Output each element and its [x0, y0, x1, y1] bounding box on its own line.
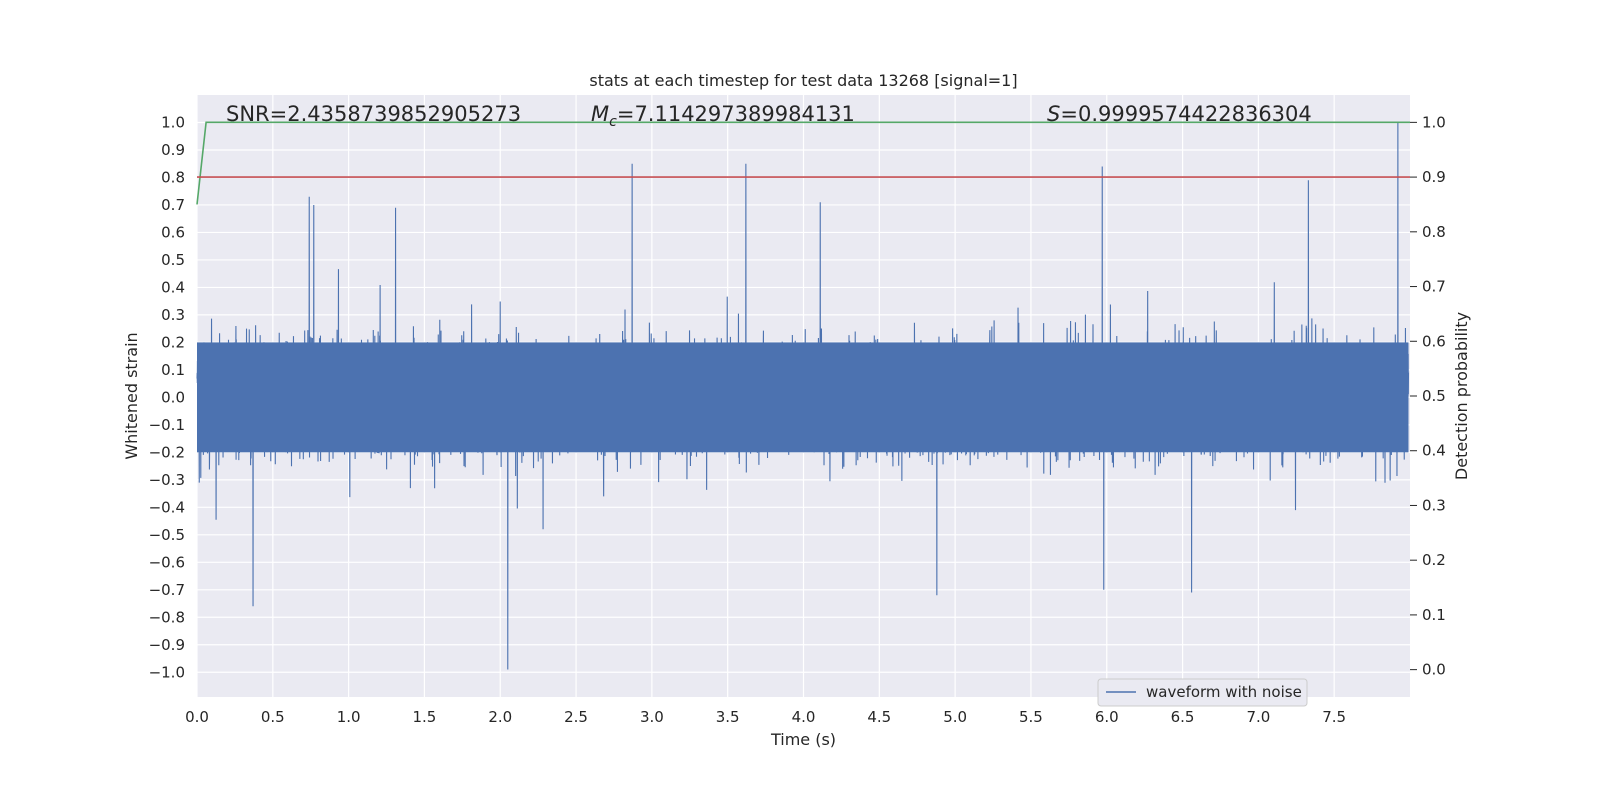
right-tick-label: 0.0	[1422, 661, 1446, 679]
left-axis-ticks: 1.0 0.9 0.8 0.7 0.6 0.5 0.4 0.3 0.2 0.1 0.0 −0.1 −0.…	[149, 113, 185, 681]
right-tick-label: 0.8	[1422, 223, 1446, 241]
legend-entry-waveform: waveform with noise	[1146, 683, 1302, 701]
snr-annotation: SNR=2.4358739852905273	[226, 102, 521, 126]
mc-label: M	[591, 102, 609, 126]
left-tick-label: 0.6	[161, 223, 185, 241]
left-axis-label: Whitened strain	[122, 332, 141, 459]
right-tick-label: 0.1	[1422, 606, 1446, 624]
left-tick-label: −1.0	[149, 663, 185, 681]
chirp-mass-annotation: Mc=7.114297389984131	[591, 102, 855, 130]
left-tick-label: 0.7	[161, 196, 185, 214]
waveform-series	[196, 122, 1410, 670]
left-tick-label: 0.2	[161, 333, 185, 351]
x-tick-label: 4.5	[867, 708, 891, 726]
waveform-dense-band	[197, 342, 1409, 453]
x-axis-ticks: 0.0 0.5 1.0 1.5 2.0 2.5 3.0 3.5 4.0 4.5 5.0 5.5 6.0 6…	[185, 708, 1346, 726]
right-tick-label: 0.3	[1422, 496, 1446, 514]
mc-value: 7.114297389984131	[634, 102, 854, 126]
right-tick-label: 0.6	[1422, 332, 1446, 350]
left-tick-label: 0.4	[161, 278, 185, 296]
left-tick-label: −0.7	[149, 581, 185, 599]
x-tick-label: 7.5	[1322, 708, 1346, 726]
snr-label: SNR	[226, 102, 270, 126]
score-annotation: S=0.9999574422836304	[1047, 102, 1312, 126]
x-tick-label: 0.5	[261, 708, 285, 726]
x-tick-label: 1.0	[337, 708, 361, 726]
left-tick-label: 1.0	[161, 113, 185, 131]
left-tick-label: −0.5	[149, 526, 185, 544]
left-tick-label: 0.3	[161, 306, 185, 324]
x-tick-label: 5.5	[1019, 708, 1043, 726]
left-tick-label: 0.8	[161, 168, 185, 186]
probability-series	[196, 121, 1410, 205]
x-tick-label: 3.5	[716, 708, 740, 726]
left-tick-label: 0.0	[161, 388, 185, 406]
left-tick-label: −0.4	[149, 498, 185, 516]
left-tick-label: 0.1	[161, 361, 185, 379]
legend: waveform with noise	[1097, 678, 1308, 707]
x-tick-label: 7.0	[1246, 708, 1270, 726]
left-tick-label: −0.1	[149, 416, 185, 434]
x-tick-label: 6.0	[1095, 708, 1119, 726]
x-axis-label: Time (s)	[770, 730, 836, 749]
x-tick-label: 4.0	[792, 708, 816, 726]
right-tick-label: 0.2	[1422, 551, 1446, 569]
x-tick-label: 0.0	[185, 708, 209, 726]
right-tick-label: 0.7	[1422, 278, 1446, 296]
x-tick-label: 2.5	[564, 708, 588, 726]
s-value: 0.9999574422836304	[1078, 102, 1312, 126]
left-tick-label: −0.2	[149, 443, 185, 461]
left-tick-label: 0.5	[161, 251, 185, 269]
x-tick-label: 3.0	[640, 708, 664, 726]
right-axis-label: Detection probability	[1452, 312, 1471, 480]
x-tick-label: 5.0	[943, 708, 967, 726]
x-tick-label: 6.5	[1171, 708, 1195, 726]
legend-box	[1097, 678, 1308, 707]
left-tick-label: −0.6	[149, 553, 185, 571]
left-tick-label: −0.9	[149, 636, 185, 654]
right-tick-label: 1.0	[1422, 113, 1446, 131]
left-tick-label: −0.8	[149, 608, 185, 626]
s-label: S	[1047, 102, 1060, 126]
x-tick-label: 2.0	[488, 708, 512, 726]
right-tick-label: 0.5	[1422, 387, 1446, 405]
chart-title: stats at each timestep for test data 132…	[589, 71, 1017, 90]
right-axis-ticks: 1.0 0.9 0.8 0.7 0.6 0.5 0.4 0.3 0.2 0.1 0.0	[1410, 113, 1446, 679]
left-tick-label: 0.9	[161, 141, 185, 159]
x-tick-label: 1.5	[413, 708, 437, 726]
right-tick-label: 0.9	[1422, 168, 1446, 186]
left-tick-label: −0.3	[149, 471, 185, 489]
mc-subscript: c	[609, 114, 617, 130]
snr-value: 2.4358739852905273	[287, 102, 521, 126]
right-tick-label: 0.4	[1422, 442, 1446, 460]
